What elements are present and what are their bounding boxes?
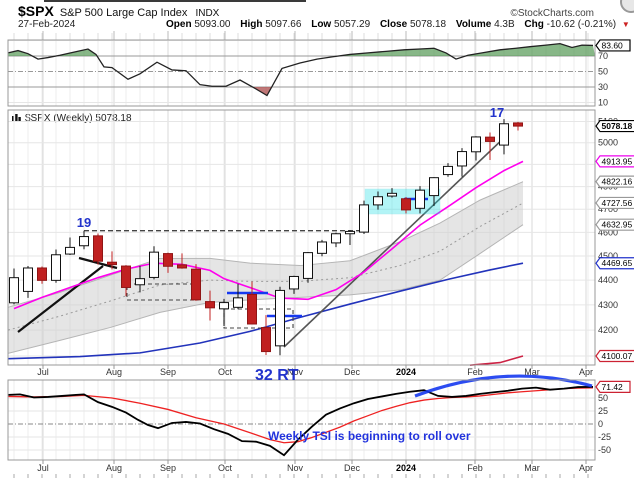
svg-text:50: 50: [598, 393, 608, 403]
close-value: 5078.18: [409, 19, 447, 30]
svg-text:Jul: Jul: [37, 463, 49, 473]
svg-text:Sep: Sep: [160, 367, 176, 377]
open-value: 5093.00: [194, 19, 231, 30]
svg-text:25: 25: [598, 406, 608, 416]
svg-text:2024: 2024: [396, 367, 416, 377]
svg-text:70: 70: [598, 51, 608, 61]
symbol: $SPX: [18, 3, 54, 19]
svg-text:Nov: Nov: [287, 463, 304, 473]
axis-labels: 7050301051005000480047004600450044004300…: [13, 39, 634, 478]
panel-frames: [7, 39, 596, 461]
svg-text:4632.95: 4632.95: [602, 220, 633, 230]
svg-text:Oct: Oct: [218, 463, 233, 473]
svg-text:71.42: 71.42: [602, 382, 624, 392]
annotation-layer: 19 17 32 RT Weekly TSI is beginning to roll…: [77, 105, 504, 443]
svg-text:17: 17: [490, 105, 504, 120]
svg-text:Apr: Apr: [579, 463, 593, 473]
svg-text:4600: 4600: [598, 227, 618, 237]
svg-text:5078.18: 5078.18: [602, 121, 633, 131]
svg-text:Jul: Jul: [37, 367, 49, 377]
chg-value: -10.62 (-0.21%): [546, 19, 617, 30]
volume-label: Volume: [455, 19, 492, 30]
svg-text:50: 50: [598, 67, 608, 77]
svg-text:Feb: Feb: [467, 367, 483, 377]
svg-text:4822.16: 4822.16: [602, 177, 633, 187]
svg-text:4913.95: 4913.95: [602, 156, 633, 166]
low-label: Low: [311, 19, 332, 30]
change-dropdown-icon[interactable]: ▼: [621, 20, 630, 29]
close-label: Close: [379, 19, 408, 30]
svg-text:4727.56: 4727.56: [602, 198, 633, 208]
candles-layer: [9, 119, 523, 356]
quote-line: Open 5093.00 High 5097.66 Low 5057.29 Cl…: [166, 19, 630, 30]
svg-text:Oct: Oct: [218, 367, 233, 377]
svg-text:2024: 2024: [396, 463, 416, 473]
high-label: High: [240, 19, 263, 30]
svg-text:Weekly TSI is beginning to rol: Weekly TSI is beginning to roll over: [268, 429, 471, 443]
svg-text:0: 0: [598, 419, 603, 429]
candlestick-style-icon: [12, 114, 21, 123]
main-chart-label: $SPX (Weekly) 5078.18: [12, 113, 132, 124]
svg-text:30: 30: [598, 82, 608, 92]
svg-text:4500: 4500: [598, 251, 618, 261]
svg-text:Aug: Aug: [106, 463, 122, 473]
svg-text:19: 19: [77, 215, 91, 230]
svg-text:Mar: Mar: [524, 463, 540, 473]
high-value: 5097.66: [265, 19, 302, 30]
svg-text:10: 10: [598, 98, 608, 108]
svg-text:4469.65: 4469.65: [602, 258, 633, 268]
volume-value: 4.3B: [494, 19, 515, 30]
index-name: S&P 500 Large Cap Index: [59, 7, 188, 19]
svg-text:5000: 5000: [598, 138, 618, 148]
open-label: Open: [166, 19, 192, 30]
svg-text:4700: 4700: [598, 204, 618, 214]
quote-date: 27-Feb-2024: [18, 19, 76, 30]
svg-text:4100.07: 4100.07: [602, 351, 633, 361]
main-chart-label-text: $SPX (Weekly) 5078.18: [25, 113, 132, 124]
svg-text:83.60: 83.60: [602, 40, 624, 50]
svg-text:-50: -50: [598, 445, 611, 455]
svg-text:32 RT: 32 RT: [255, 367, 299, 384]
exchange: INDX: [195, 8, 220, 19]
svg-text:Mar: Mar: [524, 367, 540, 377]
tsi-panel: [7, 374, 595, 457]
svg-text:4400: 4400: [598, 275, 618, 285]
stockcharts-credit[interactable]: ©StockCharts.com: [510, 8, 594, 19]
svg-text:Dec: Dec: [344, 463, 361, 473]
chg-label: Chg: [524, 19, 544, 30]
corner-widget-icon: [620, 0, 634, 13]
top-edge-line: [44, 0, 306, 2]
svg-text:Feb: Feb: [467, 463, 483, 473]
svg-text:Apr: Apr: [579, 367, 593, 377]
svg-text:Sep: Sep: [160, 463, 176, 473]
svg-text:Dec: Dec: [344, 367, 361, 377]
svg-text:4300: 4300: [598, 300, 618, 310]
header: $SPX S&P 500 Large Cap Index INDX ©Stock…: [18, 3, 594, 19]
svg-text:-25: -25: [598, 432, 611, 442]
svg-text:Nov: Nov: [287, 367, 304, 377]
oscillator-panel: [7, 42, 595, 97]
low-value: 5057.29: [334, 19, 371, 30]
svg-text:Aug: Aug: [106, 367, 122, 377]
svg-text:4200: 4200: [598, 325, 618, 335]
